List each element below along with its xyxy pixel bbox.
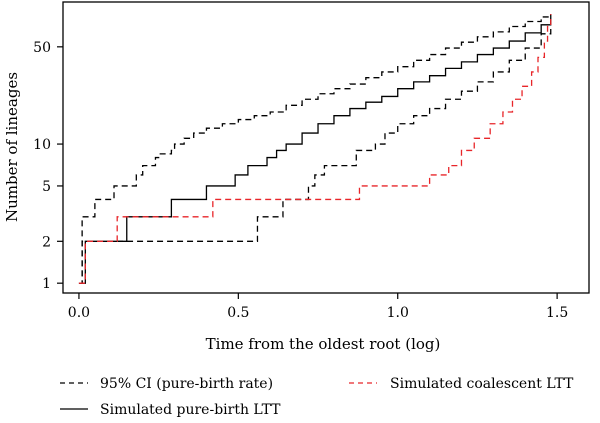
legend-label-coalescent: Simulated coalescent LTT bbox=[390, 376, 574, 392]
y-tick-label: 10 bbox=[33, 137, 51, 153]
legend-label-ci: 95% CI (pure-birth rate) bbox=[100, 376, 273, 392]
y-axis-title: Number of lineages bbox=[3, 72, 21, 222]
x-tick-label: 0.5 bbox=[227, 305, 249, 321]
legend-label-pure-birth: Simulated pure-birth LTT bbox=[100, 402, 281, 418]
y-tick-label: 2 bbox=[42, 234, 51, 250]
legend-item-ci: 95% CI (pure-birth rate) bbox=[60, 376, 273, 392]
plot-frame bbox=[62, 1, 590, 294]
x-tick-label: 1.5 bbox=[546, 305, 568, 321]
y-tick-label: 50 bbox=[33, 40, 51, 56]
series-line-simulated-coalescent-ltt bbox=[78, 14, 552, 284]
x-tick-label: 1.0 bbox=[387, 305, 409, 321]
legend: 95% CI (pure-birth rate) Simulated pure-… bbox=[60, 376, 574, 418]
x-tick-label: 0.0 bbox=[68, 305, 90, 321]
axes: 0.0 0.5 1.0 1.5 1 2 5 10 50 bbox=[33, 40, 568, 321]
series-layer bbox=[78, 14, 552, 284]
legend-item-pure-birth: Simulated pure-birth LTT bbox=[60, 402, 281, 418]
x-axis-title: Time from the oldest root (log) bbox=[206, 335, 441, 353]
legend-item-coalescent: Simulated coalescent LTT bbox=[349, 376, 574, 392]
series-line-simulated-pure-birth-ltt bbox=[82, 14, 552, 284]
y-tick-label: 5 bbox=[42, 179, 51, 195]
y-tick-label: 1 bbox=[42, 276, 51, 292]
series-line-ci-upper bbox=[78, 14, 552, 284]
